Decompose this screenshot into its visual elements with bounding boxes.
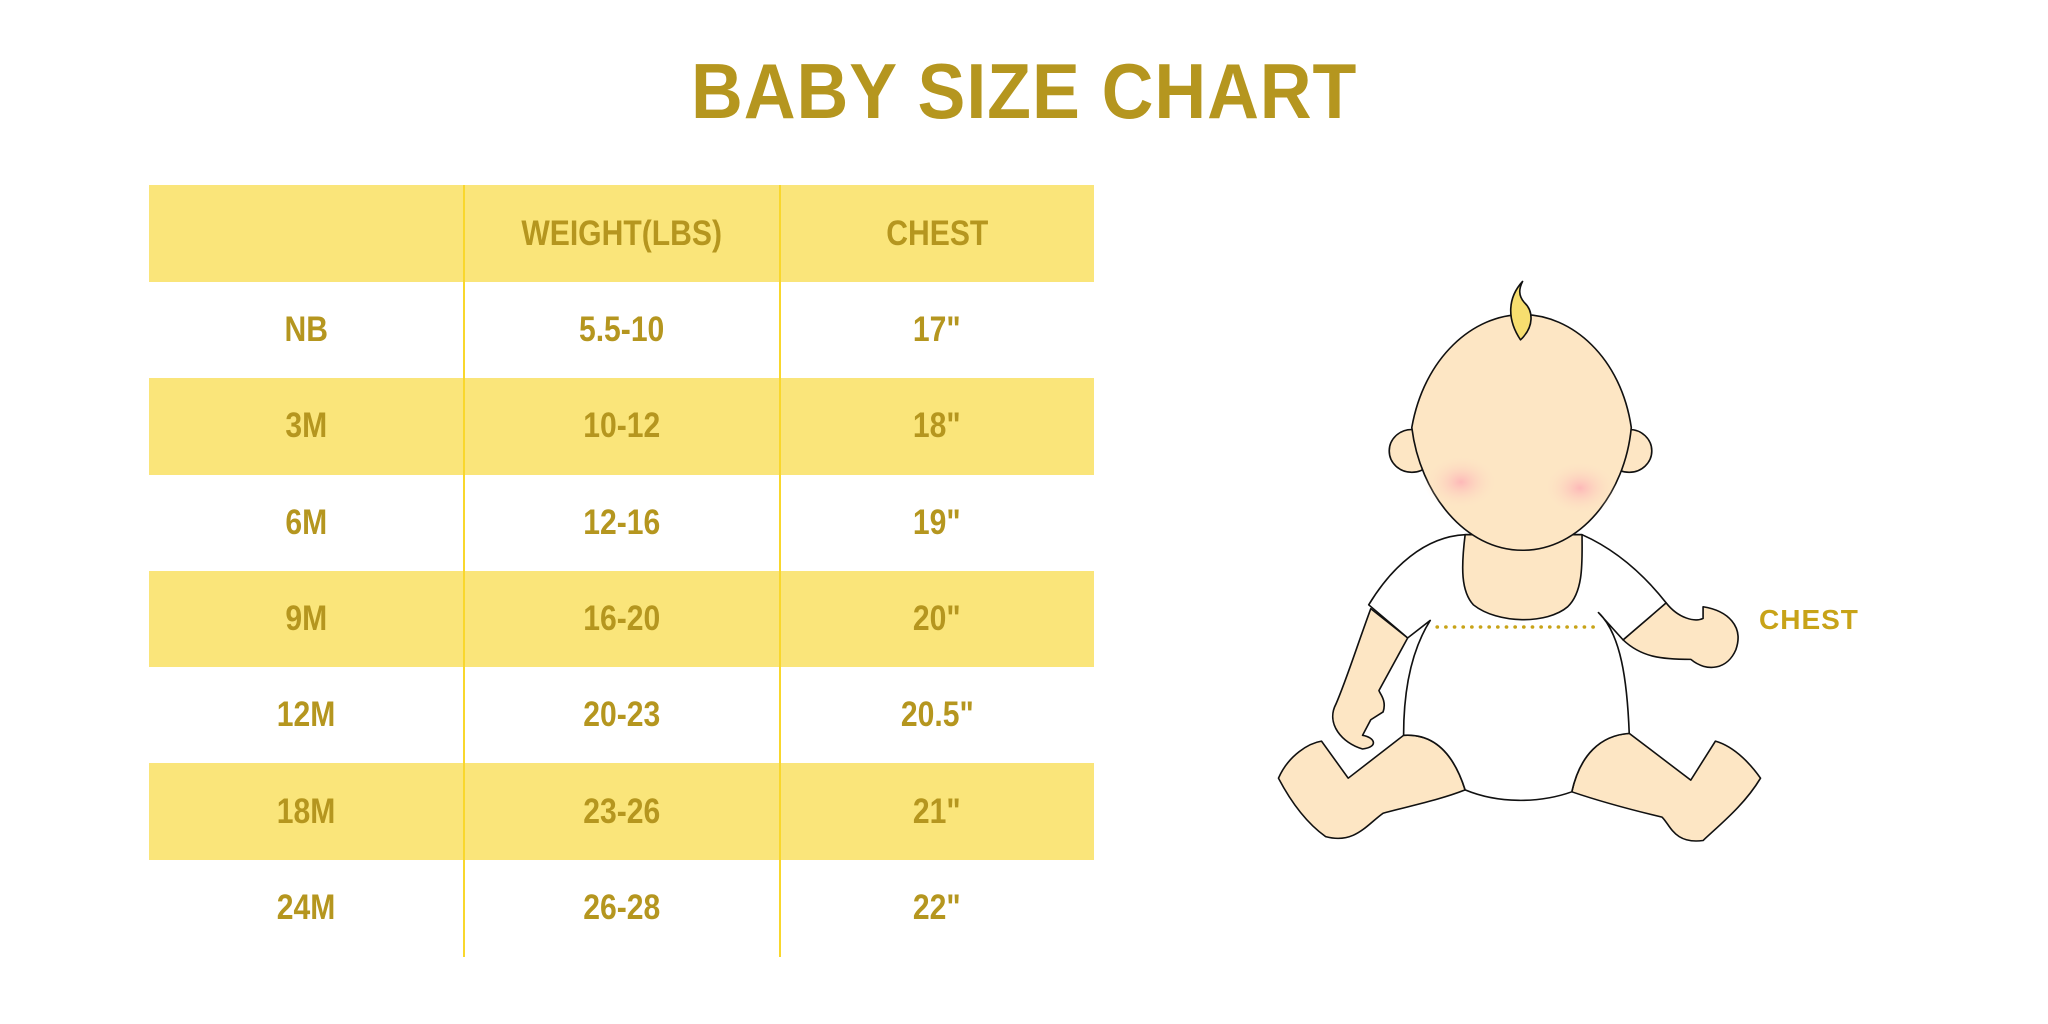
column-divider bbox=[463, 185, 465, 957]
size-cell: 18M bbox=[149, 763, 464, 859]
size-cell: 12M bbox=[149, 667, 464, 763]
chest-cell: 19" bbox=[780, 475, 1094, 571]
chest-value: 19" bbox=[913, 502, 961, 542]
right-cheek bbox=[1543, 460, 1617, 516]
chest-value: 20.5" bbox=[900, 695, 974, 735]
weight-value: 12-16 bbox=[583, 502, 661, 542]
header-weight: WEIGHT(LBS) bbox=[521, 213, 723, 253]
size-cell: 9M bbox=[149, 571, 464, 667]
size-cell: 6M bbox=[149, 475, 464, 571]
size-value: NB bbox=[284, 310, 329, 350]
title-text: BABY SIZE CHART bbox=[690, 47, 1358, 135]
chest-cell: 20" bbox=[780, 571, 1094, 667]
weight-cell: 16-20 bbox=[464, 571, 780, 667]
chest-value: 22" bbox=[913, 887, 961, 927]
size-value: 12M bbox=[277, 695, 336, 735]
size-value: 9M bbox=[285, 599, 328, 639]
size-cell: 3M bbox=[149, 378, 464, 474]
chest-cell: 18" bbox=[780, 378, 1094, 474]
weight-cell: 20-23 bbox=[464, 667, 780, 763]
size-table: WEIGHT(LBS) CHEST NB 5.5-10 17" 3M 10-12… bbox=[149, 185, 1094, 956]
table-row: 6M 12-16 19" bbox=[149, 475, 1094, 571]
hair bbox=[1509, 280, 1532, 341]
neck bbox=[1461, 533, 1583, 621]
left-leg bbox=[1277, 734, 1466, 840]
chest-cell: 17" bbox=[780, 282, 1094, 378]
table-row: NB 5.5-10 17" bbox=[149, 282, 1094, 378]
weight-cell: 5.5-10 bbox=[464, 282, 780, 378]
shirt bbox=[1367, 533, 1667, 802]
weight-value: 20-23 bbox=[583, 695, 661, 735]
chest-value: 21" bbox=[913, 791, 961, 831]
left-cheek bbox=[1424, 454, 1498, 510]
page-title: BABY SIZE CHART bbox=[0, 46, 2048, 137]
chest-cell: 20.5" bbox=[780, 667, 1094, 763]
chest-cell: 21" bbox=[780, 763, 1094, 859]
size-value: 3M bbox=[285, 406, 328, 446]
weight-value: 5.5-10 bbox=[579, 310, 665, 350]
chest-label: CHEST bbox=[1759, 604, 1859, 635]
table-header-row: WEIGHT(LBS) CHEST bbox=[149, 185, 1094, 282]
table-row: 18M 23-26 21" bbox=[149, 763, 1094, 860]
weight-value: 10-12 bbox=[583, 406, 661, 446]
header-cell: WEIGHT(LBS) bbox=[464, 185, 780, 282]
table-row: 3M 10-12 18" bbox=[149, 378, 1094, 475]
table-row: 24M 26-28 22" bbox=[149, 860, 1094, 956]
header-cell: CHEST bbox=[780, 185, 1094, 282]
header-chest: CHEST bbox=[885, 213, 989, 253]
table-row: 12M 20-23 20.5" bbox=[149, 667, 1094, 763]
table-row: 9M 16-20 20" bbox=[149, 570, 1094, 668]
baby-illustration bbox=[1277, 280, 1762, 842]
size-value: 18M bbox=[277, 791, 336, 831]
weight-cell: 23-26 bbox=[464, 763, 780, 859]
chest-cell: 22" bbox=[780, 860, 1094, 956]
weight-value: 16-20 bbox=[583, 599, 661, 639]
size-value: 24M bbox=[277, 887, 336, 927]
head bbox=[1410, 313, 1633, 552]
weight-value: 26-28 bbox=[583, 887, 661, 927]
weight-cell: 12-16 bbox=[464, 475, 780, 571]
weight-value: 23-26 bbox=[583, 791, 661, 831]
size-value: 6M bbox=[285, 502, 328, 542]
weight-cell: 26-28 bbox=[464, 860, 780, 956]
right-leg bbox=[1570, 732, 1762, 842]
right-arm bbox=[1622, 602, 1739, 669]
weight-cell: 10-12 bbox=[464, 378, 780, 474]
size-cell: 24M bbox=[149, 860, 464, 956]
chest-value: 18" bbox=[913, 406, 961, 446]
column-divider bbox=[779, 185, 781, 957]
chest-value: 20" bbox=[913, 599, 961, 639]
left-arm bbox=[1331, 607, 1409, 750]
header-cell bbox=[149, 185, 464, 282]
size-cell: NB bbox=[149, 282, 464, 378]
chest-value: 17" bbox=[913, 310, 961, 350]
